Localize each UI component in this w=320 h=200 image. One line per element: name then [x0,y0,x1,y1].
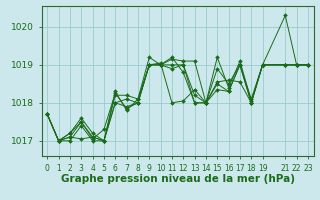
X-axis label: Graphe pression niveau de la mer (hPa): Graphe pression niveau de la mer (hPa) [60,174,295,184]
